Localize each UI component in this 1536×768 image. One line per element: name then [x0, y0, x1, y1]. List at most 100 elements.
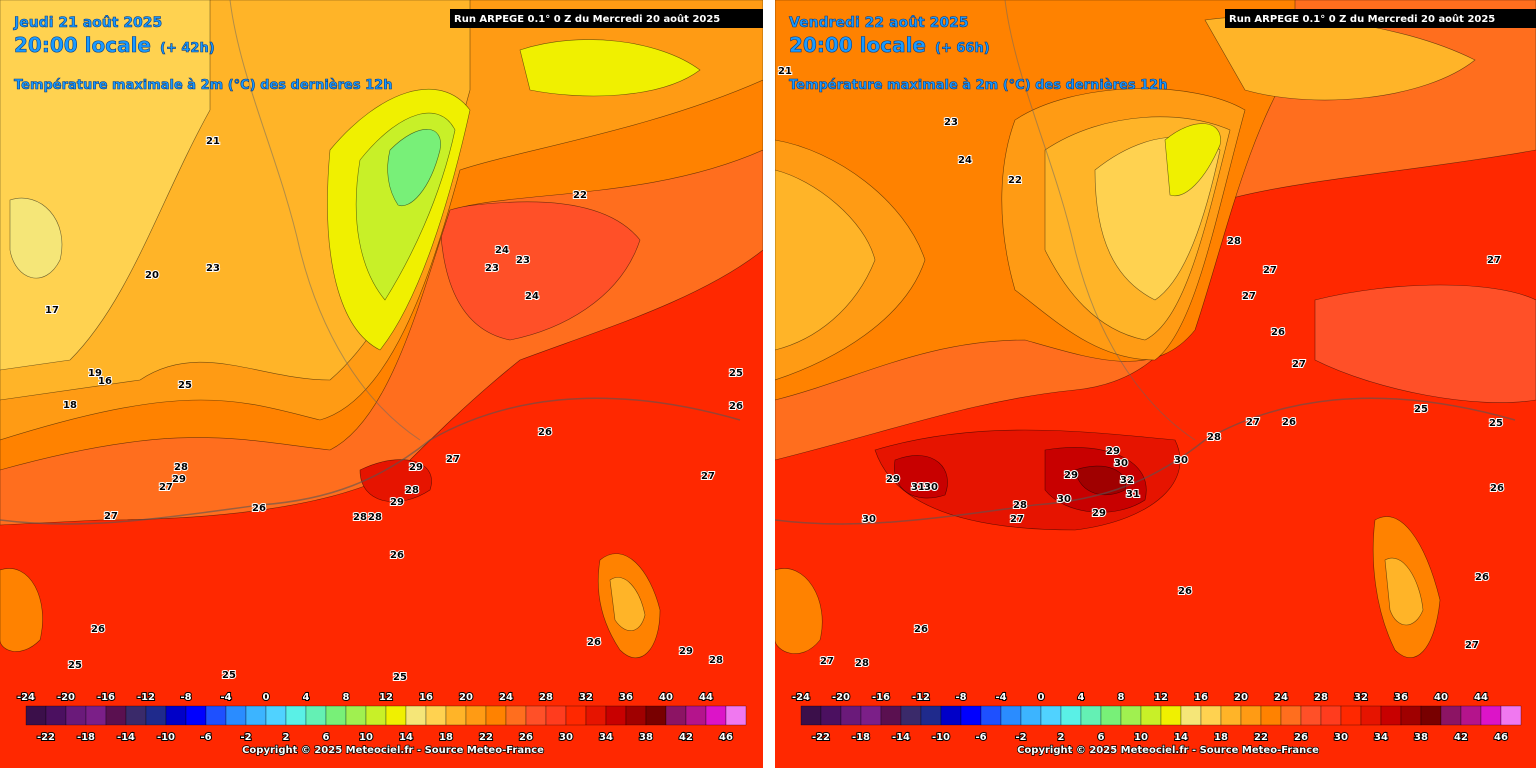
- colorbar-swatch: [1160, 705, 1182, 726]
- colorbar-label: 40: [1434, 692, 1448, 703]
- colorbar-label: 18: [1214, 732, 1228, 743]
- colorbar-swatch: [245, 705, 267, 726]
- colorbar-label: 28: [539, 692, 553, 703]
- colorbar-swatch: [485, 705, 507, 726]
- colorbar-label: -8: [180, 692, 191, 703]
- colorbar-label: 10: [1134, 732, 1148, 743]
- temperature-label: 24: [495, 245, 509, 256]
- temperature-zone: [519, 39, 701, 97]
- temperature-zone: [0, 568, 43, 652]
- colorbar-swatch: [525, 705, 547, 726]
- colorbar-label: 0: [1038, 692, 1045, 703]
- colorbar-swatch: [145, 705, 167, 726]
- colorbar-swatch: [880, 705, 902, 726]
- colorbar-swatch: [305, 705, 327, 726]
- colorbar-label: -6: [200, 732, 211, 743]
- forecast-time: 20:00 locale: [789, 33, 926, 57]
- colorbar-swatch: [725, 705, 747, 726]
- colorbar-swatch: [685, 705, 707, 726]
- temperature-label: 29: [409, 462, 423, 473]
- colorbar-swatch: [860, 705, 882, 726]
- temperature-label: 17: [45, 305, 59, 316]
- colorbar-label: 36: [1394, 692, 1408, 703]
- colorbar-swatch: [1300, 705, 1322, 726]
- colorbar-swatch: [465, 705, 487, 726]
- coastline: [775, 397, 1516, 525]
- colorbar-label: 38: [639, 732, 653, 743]
- temperature-label: 26: [1282, 417, 1296, 428]
- colorbar-label: 24: [1274, 692, 1288, 703]
- copyright: Copyright © 2025 Meteociel.fr - Source M…: [242, 745, 544, 756]
- temperature-label: 22: [573, 190, 587, 201]
- temperature-label: 16: [98, 376, 112, 387]
- colorbar-label: -16: [872, 692, 890, 703]
- colorbar-swatch: [1020, 705, 1042, 726]
- colorbar-label: 40: [659, 692, 673, 703]
- temperature-label: 28: [855, 658, 869, 669]
- temperature-label: 21: [206, 136, 220, 147]
- colorbar-label: -18: [852, 732, 870, 743]
- colorbar-label: -12: [912, 692, 930, 703]
- colorbar-label: 16: [1194, 692, 1208, 703]
- colorbar-label: 42: [1454, 732, 1468, 743]
- colorbar-swatch: [505, 705, 527, 726]
- colorbar-swatch: [425, 705, 447, 726]
- temperature-zone: [1074, 465, 1126, 496]
- temperature-label: 30: [1114, 458, 1128, 469]
- temperature-label: 29: [1106, 446, 1120, 457]
- colorbar-swatch: [1260, 705, 1282, 726]
- colorbar-swatch: [265, 705, 287, 726]
- colorbar-swatch: [445, 705, 467, 726]
- temperature-label: 28: [368, 512, 382, 523]
- temperature-zone: [359, 459, 432, 502]
- colorbar-swatch: [25, 705, 47, 726]
- colorbar-label: 12: [1154, 692, 1168, 703]
- colorbar-label: -2: [240, 732, 251, 743]
- colorbar-swatch: [585, 705, 607, 726]
- temperature-label: 25: [1414, 404, 1428, 415]
- colorbar-swatch: [960, 705, 982, 726]
- colorbar-label: 22: [1254, 732, 1268, 743]
- temperature-label: 30: [1057, 494, 1071, 505]
- colorbar-label: 26: [519, 732, 533, 743]
- colorbar-label: 34: [1374, 732, 1388, 743]
- colorbar-label: 28: [1314, 692, 1328, 703]
- colorbar-label: 16: [419, 692, 433, 703]
- colorbar-swatch: [920, 705, 942, 726]
- temperature-label: 30: [862, 514, 876, 525]
- temperature-label: 27: [159, 482, 173, 493]
- temperature-label: 28: [1227, 236, 1241, 247]
- temperature-label: 25: [178, 380, 192, 391]
- colorbar-swatch: [1180, 705, 1202, 726]
- colorbar-swatch: [625, 705, 647, 726]
- colorbar-swatch: [385, 705, 407, 726]
- colorbar-label: -4: [220, 692, 231, 703]
- colorbar-label: 12: [379, 692, 393, 703]
- colorbar-swatch: [105, 705, 127, 726]
- temperature-label: 31: [1126, 489, 1140, 500]
- colorbar-label: -14: [117, 732, 135, 743]
- temperature-label: 27: [820, 656, 834, 667]
- panel: 2827272627252627283029303231293029282731…: [775, 0, 1536, 768]
- colorbar-label: 2: [283, 732, 290, 743]
- colorbar-swatch: [205, 705, 227, 726]
- temperature-label: 27: [104, 511, 118, 522]
- colorbar-swatch: [1440, 705, 1462, 726]
- colorbar-label: 6: [1098, 732, 1105, 743]
- colorbar-label: 44: [1474, 692, 1488, 703]
- colorbar-label: -4: [995, 692, 1006, 703]
- temperature-label: 26: [252, 503, 266, 514]
- temperature-zone: [0, 0, 211, 371]
- colorbar-label: 20: [1234, 692, 1248, 703]
- colorbar-label: -22: [812, 732, 830, 743]
- colorbar-label: -14: [892, 732, 910, 743]
- colorbar-label: -22: [37, 732, 55, 743]
- colorbar-swatch: [1040, 705, 1062, 726]
- colorbar-swatch: [365, 705, 387, 726]
- colorbar-label: 30: [559, 732, 573, 743]
- colorbar-label: 46: [719, 732, 733, 743]
- colorbar-label: -2: [1015, 732, 1026, 743]
- colorbar-swatch: [800, 705, 822, 726]
